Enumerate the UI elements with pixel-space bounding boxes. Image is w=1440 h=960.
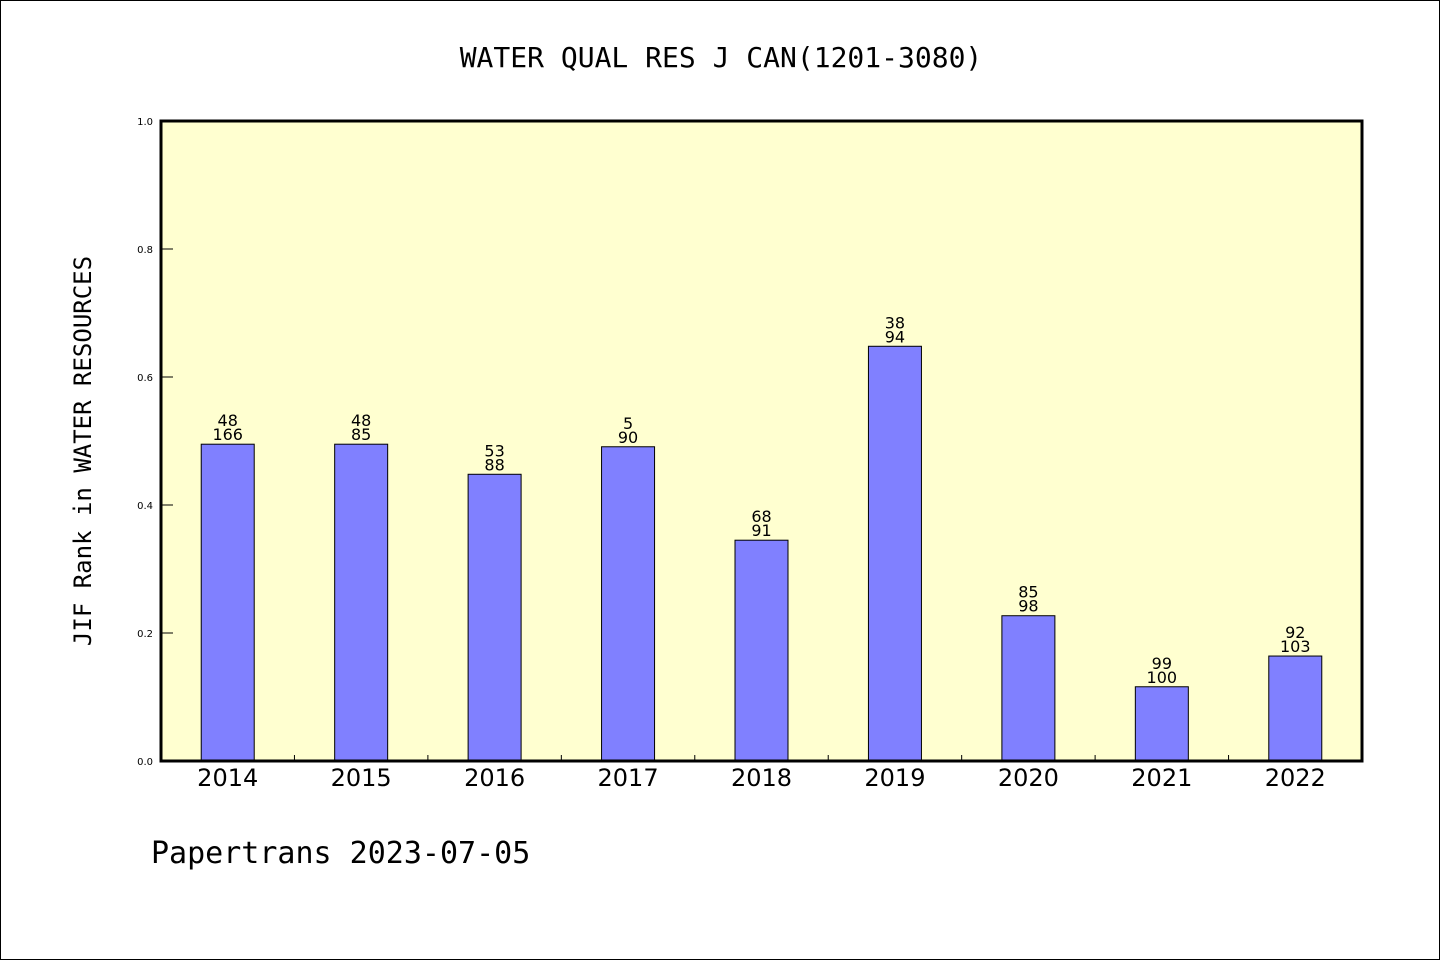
bar-2022 [1268, 655, 1323, 762]
bar-2019 [867, 345, 922, 762]
bar-label-bottom: 85 [351, 425, 371, 444]
bar-2015 [334, 443, 389, 762]
bar-label-bottom: 94 [885, 327, 905, 346]
y-tick-label: 0.6 [137, 373, 153, 384]
x-tick-label: 2015 [331, 764, 392, 792]
x-tick-label: 2018 [731, 764, 792, 792]
bar-2017 [601, 446, 656, 762]
bar-label-top: 5 [623, 414, 633, 433]
x-tick-label: 2019 [864, 764, 925, 792]
plot-border [159, 119, 1364, 763]
x-tick-label: 2016 [464, 764, 525, 792]
bar-label-bottom: 88 [484, 455, 504, 474]
chart-title: WATER QUAL RES J CAN(1201-3080) [460, 41, 983, 74]
y-tick-label: 0.0 [137, 757, 153, 768]
bar-label-top: 92 [1285, 623, 1305, 642]
y-tick-label: 0.8 [137, 245, 153, 256]
x-tick-label: 2020 [998, 764, 1059, 792]
x-tick-label: 2021 [1131, 764, 1192, 792]
bar-label-top: 53 [484, 441, 504, 460]
bar-2020 [1001, 615, 1056, 762]
y-tick-label: 1.0 [137, 117, 153, 128]
bar-label-top: 99 [1152, 654, 1172, 673]
bar-label-bottom: 98 [1018, 597, 1038, 616]
bar-2014 [200, 443, 255, 762]
bar-label-top: 38 [885, 313, 905, 332]
bar-2016 [467, 473, 522, 762]
bar-label-top: 48 [351, 411, 371, 430]
y-tick-label: 0.4 [137, 501, 153, 512]
bar-2018 [734, 539, 789, 762]
bar-label-bottom: 166 [212, 425, 243, 444]
y-tick-label: 0.2 [137, 629, 153, 640]
bar-label-top: 48 [218, 411, 238, 430]
x-tick-label: 2014 [197, 764, 258, 792]
bar-label-bottom: 103 [1280, 637, 1311, 656]
y-axis-label: JIF Rank in WATER RESOURCES [69, 256, 97, 646]
x-tick-label: 2017 [598, 764, 659, 792]
bar-label-bottom: 91 [751, 521, 771, 540]
bar-label-top: 68 [751, 507, 771, 526]
bar-2021 [1134, 686, 1189, 762]
bar-label-bottom: 90 [618, 428, 638, 447]
bar-label-bottom: 100 [1147, 668, 1178, 687]
footer-text: Papertrans 2023-07-05 [151, 836, 530, 871]
x-tick-label: 2022 [1265, 764, 1326, 792]
bar-label-top: 85 [1018, 583, 1038, 602]
